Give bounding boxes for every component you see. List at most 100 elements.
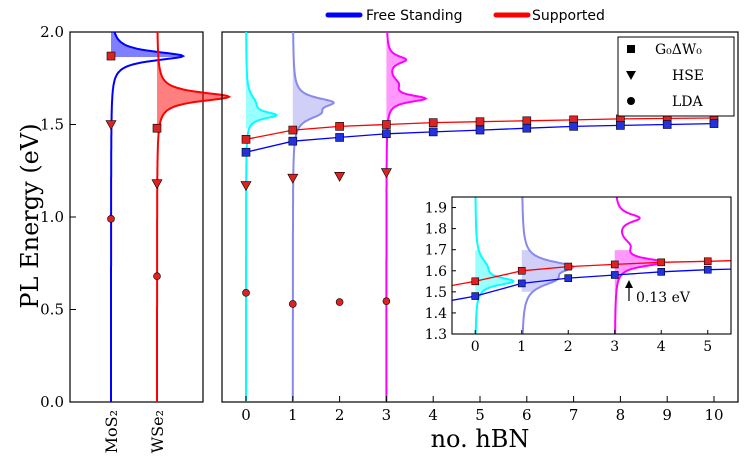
main-data-point [428,118,438,127]
legend-label-hse: HSE [672,68,704,84]
x-tick-label: 2 [335,406,345,424]
left-data-point [153,272,161,281]
pl-spectrum-line [385,31,428,402]
main-data-point [335,298,344,306]
inset-data-point [610,271,619,279]
main-data-point [616,121,625,130]
pl-spectrum-line [291,32,335,402]
marker-legend: G₀ΔW₀ HSE LDA [617,36,735,117]
main-data-point [475,117,485,127]
x-axis-label: no. hBN [431,425,530,453]
inset-frame [451,196,732,335]
y-tick-label: 0.5 [40,301,64,319]
marker-legend-frame [617,36,735,117]
inset-data-point [517,279,526,288]
inset-x-tick-label: 0 [471,339,480,355]
main-data-point [288,125,298,135]
y-axis-label: PL Energy (eV) [16,123,44,308]
x-tick-label: 8 [616,406,626,424]
inset-y-tick-label: 1.7 [425,243,447,259]
inset-x-tick-label: 2 [564,339,573,355]
main-data-point [382,129,391,139]
category-label-wse2: WSe₂ [148,410,167,453]
inset-data-point [703,265,712,274]
x-tick-label: 3 [382,406,392,424]
inset-y-tick-label: 1.9 [425,201,447,217]
inset-content [452,197,731,334]
inset-spectrum-fill [475,250,514,292]
legend-square-marker [627,45,635,53]
inset-x-tick-label: 3 [610,339,619,355]
inset-y-tick-label: 1.3 [425,327,447,343]
x-tick-label: 9 [662,406,672,424]
inset-ticks: 0 1 2 3 4 5 1.3 1.4 1.5 1.6 1.7 1.8 1.9 [425,201,712,355]
inset-data-point [657,258,666,267]
legend-label-free-standing: Free Standing [366,8,463,24]
left-panel-content [105,31,232,402]
main-data-point [522,123,532,133]
top-legend: Free Standing Supported [325,8,605,24]
inset-y-tick-label: 1.5 [425,285,447,301]
inset-y-tick-label: 1.6 [425,264,447,280]
inset-data-point [657,268,666,276]
main-data-point [428,127,438,137]
left-panel: 0.0 0.5 1.0 1.5 2.0 MoS₂ WSe₂ [40,23,232,453]
left-data-point [152,123,162,133]
legend-label-g0dw0: G₀ΔW₀ [655,42,702,58]
y-tick-label: 1.5 [40,116,64,134]
x-tick-label: 6 [522,406,532,424]
main-data-point [241,135,251,144]
x-tick-label: 1 [288,406,298,424]
inset-data-point [517,266,526,275]
inset-data-point [703,257,712,266]
inset-spectrum-fill [614,250,665,292]
main-data-point [522,116,532,126]
left-data-point [107,215,115,223]
main-data-point [241,147,251,157]
pl-spectrum-fill [292,41,334,129]
x-tick-label: 5 [475,406,485,424]
x-tick-label: 7 [569,406,579,424]
inset-x-tick-label: 1 [517,339,526,355]
inset-x-tick-label: 5 [703,339,712,355]
main-panel-content [240,31,719,402]
inset-data-point [471,292,480,300]
main-data-point [382,120,391,129]
main-data-point [335,122,344,131]
left-data-point [105,120,117,131]
pl-spectrum-line [245,32,278,402]
legend-triangle-marker [626,71,636,80]
inset-spectrum-line [474,197,515,334]
inset-plot-area [452,197,731,334]
x-tick-label: 4 [428,406,438,424]
main-data-point [288,136,298,146]
inset-panel: 0 1 2 3 4 5 1.3 1.4 1.5 1.6 1.7 1.8 1.9 0.13 eV [425,196,732,355]
inset-data-point [471,277,480,286]
x-tick-label: 0 [241,406,251,424]
main-data-point [475,125,485,135]
inset-y-tick-label: 1.4 [425,306,447,322]
main-data-point [380,168,392,179]
x-tick-label: 10 [704,406,723,424]
annotation-label: 0.13 eV [636,290,691,306]
category-label-mos2: MoS₂ [102,410,121,453]
y-tick-label: 0.0 [40,393,64,411]
y-tick-label: 2.0 [40,23,64,41]
pl-spectrum-fill [386,41,426,129]
main-data-point [287,173,299,184]
main-data-point [242,289,250,297]
left-panel-frame [69,31,204,403]
pl-spectrum-fill [157,59,229,133]
inset-y-tick-label: 1.8 [425,222,447,238]
main-data-point [335,133,344,142]
inset-series-line [452,260,731,287]
main-data-point [569,122,578,131]
inset-x-tick-label: 4 [657,339,666,355]
main-data-point [709,119,719,128]
left-y-ticks: 0.0 0.5 1.0 1.5 2.0 [40,23,76,411]
legend-circle-marker [627,97,635,105]
pl-spectrum-line [156,32,232,402]
main-panel: 0 1 2 3 4 5 6 7 8 9 10 no. hBN [221,31,739,453]
legend-label-supported: Supported [532,8,605,24]
